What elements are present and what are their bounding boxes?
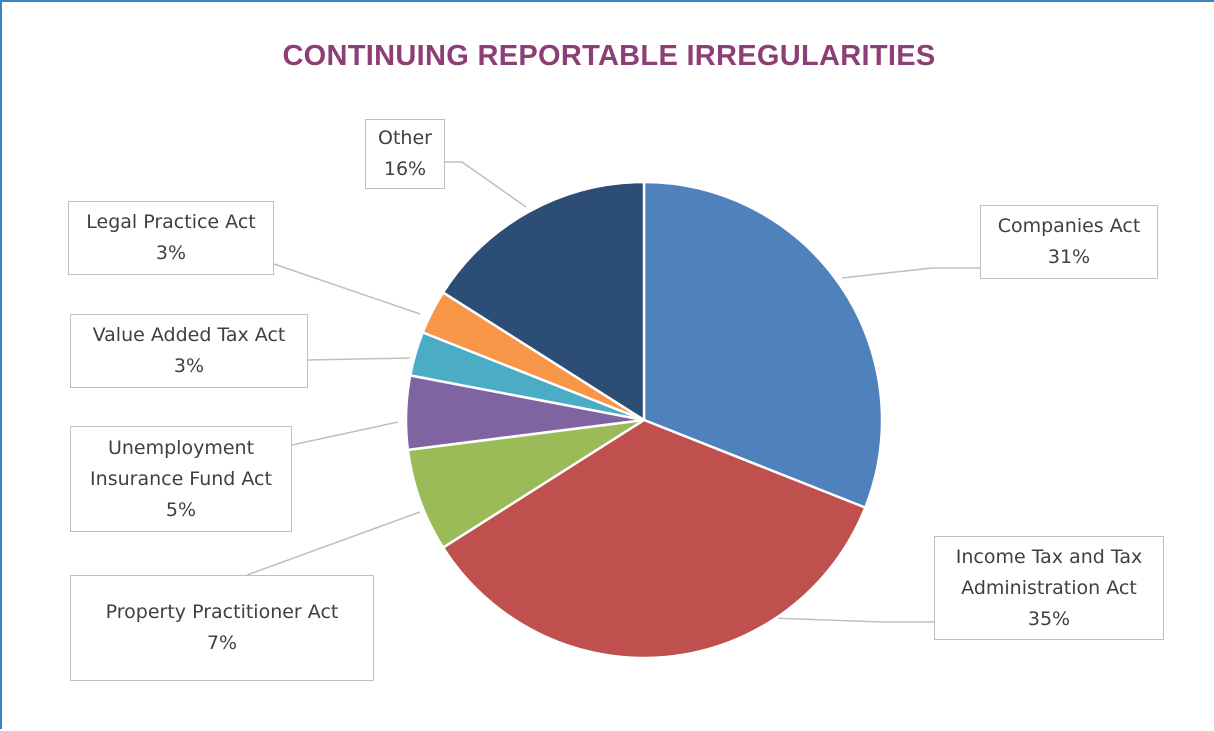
data-label-category: Other xyxy=(378,127,432,149)
data-label-unemployment-insurance-fund-act: Unemployment Insurance Fund Act 5% xyxy=(70,426,292,532)
leader-line xyxy=(291,421,399,446)
pie-slice-property-practitioner-act xyxy=(406,418,646,549)
data-label-value: 7% xyxy=(206,632,238,654)
pie-slice-other xyxy=(441,180,646,422)
data-label-value: 31% xyxy=(1047,246,1091,268)
data-label-category: Income Tax and Tax xyxy=(955,545,1143,568)
leader-line xyxy=(445,161,527,208)
data-label-other: Other 16% xyxy=(365,119,445,189)
data-label-property-practitioner-act: Property Practitioner Act 7% xyxy=(70,575,374,681)
leader-line xyxy=(273,263,421,315)
data-label-value: 35% xyxy=(1027,607,1071,630)
data-label-value-added-tax-act: Value Added Tax Act 3% xyxy=(70,314,308,388)
leader-line xyxy=(307,357,411,361)
data-label-companies-act: Companies Act 31% xyxy=(980,205,1158,279)
data-label-category: Administration Act xyxy=(961,576,1137,599)
data-label-income-tax-and-tax-administration-act: Income Tax and Tax Administration Act 35% xyxy=(934,536,1164,640)
leader-line xyxy=(769,617,934,623)
data-label-category: Value Added Tax Act xyxy=(92,324,286,346)
chart-title: CONTINUING REPORTABLE IRREGULARITIES xyxy=(282,40,936,72)
data-label-value: 3% xyxy=(155,242,187,264)
data-label-category: Companies Act xyxy=(997,215,1141,237)
data-label-legal-practice-act: Legal Practice Act 3% xyxy=(68,201,274,275)
data-label-category: Unemployment xyxy=(107,436,255,459)
data-label-category: Legal Practice Act xyxy=(86,211,256,233)
data-label-value: 5% xyxy=(165,498,197,521)
leader-line xyxy=(841,267,980,279)
data-label-value: 3% xyxy=(173,355,205,377)
data-label-category: Insurance Fund Act xyxy=(90,467,272,490)
pie-slice-income-tax-and-tax-administration-act xyxy=(441,418,867,660)
pie-slice-companies-act xyxy=(642,180,884,509)
data-label-value: 16% xyxy=(383,158,427,180)
data-label-category: Property Practitioner Act xyxy=(105,601,339,623)
leader-line xyxy=(246,511,421,576)
